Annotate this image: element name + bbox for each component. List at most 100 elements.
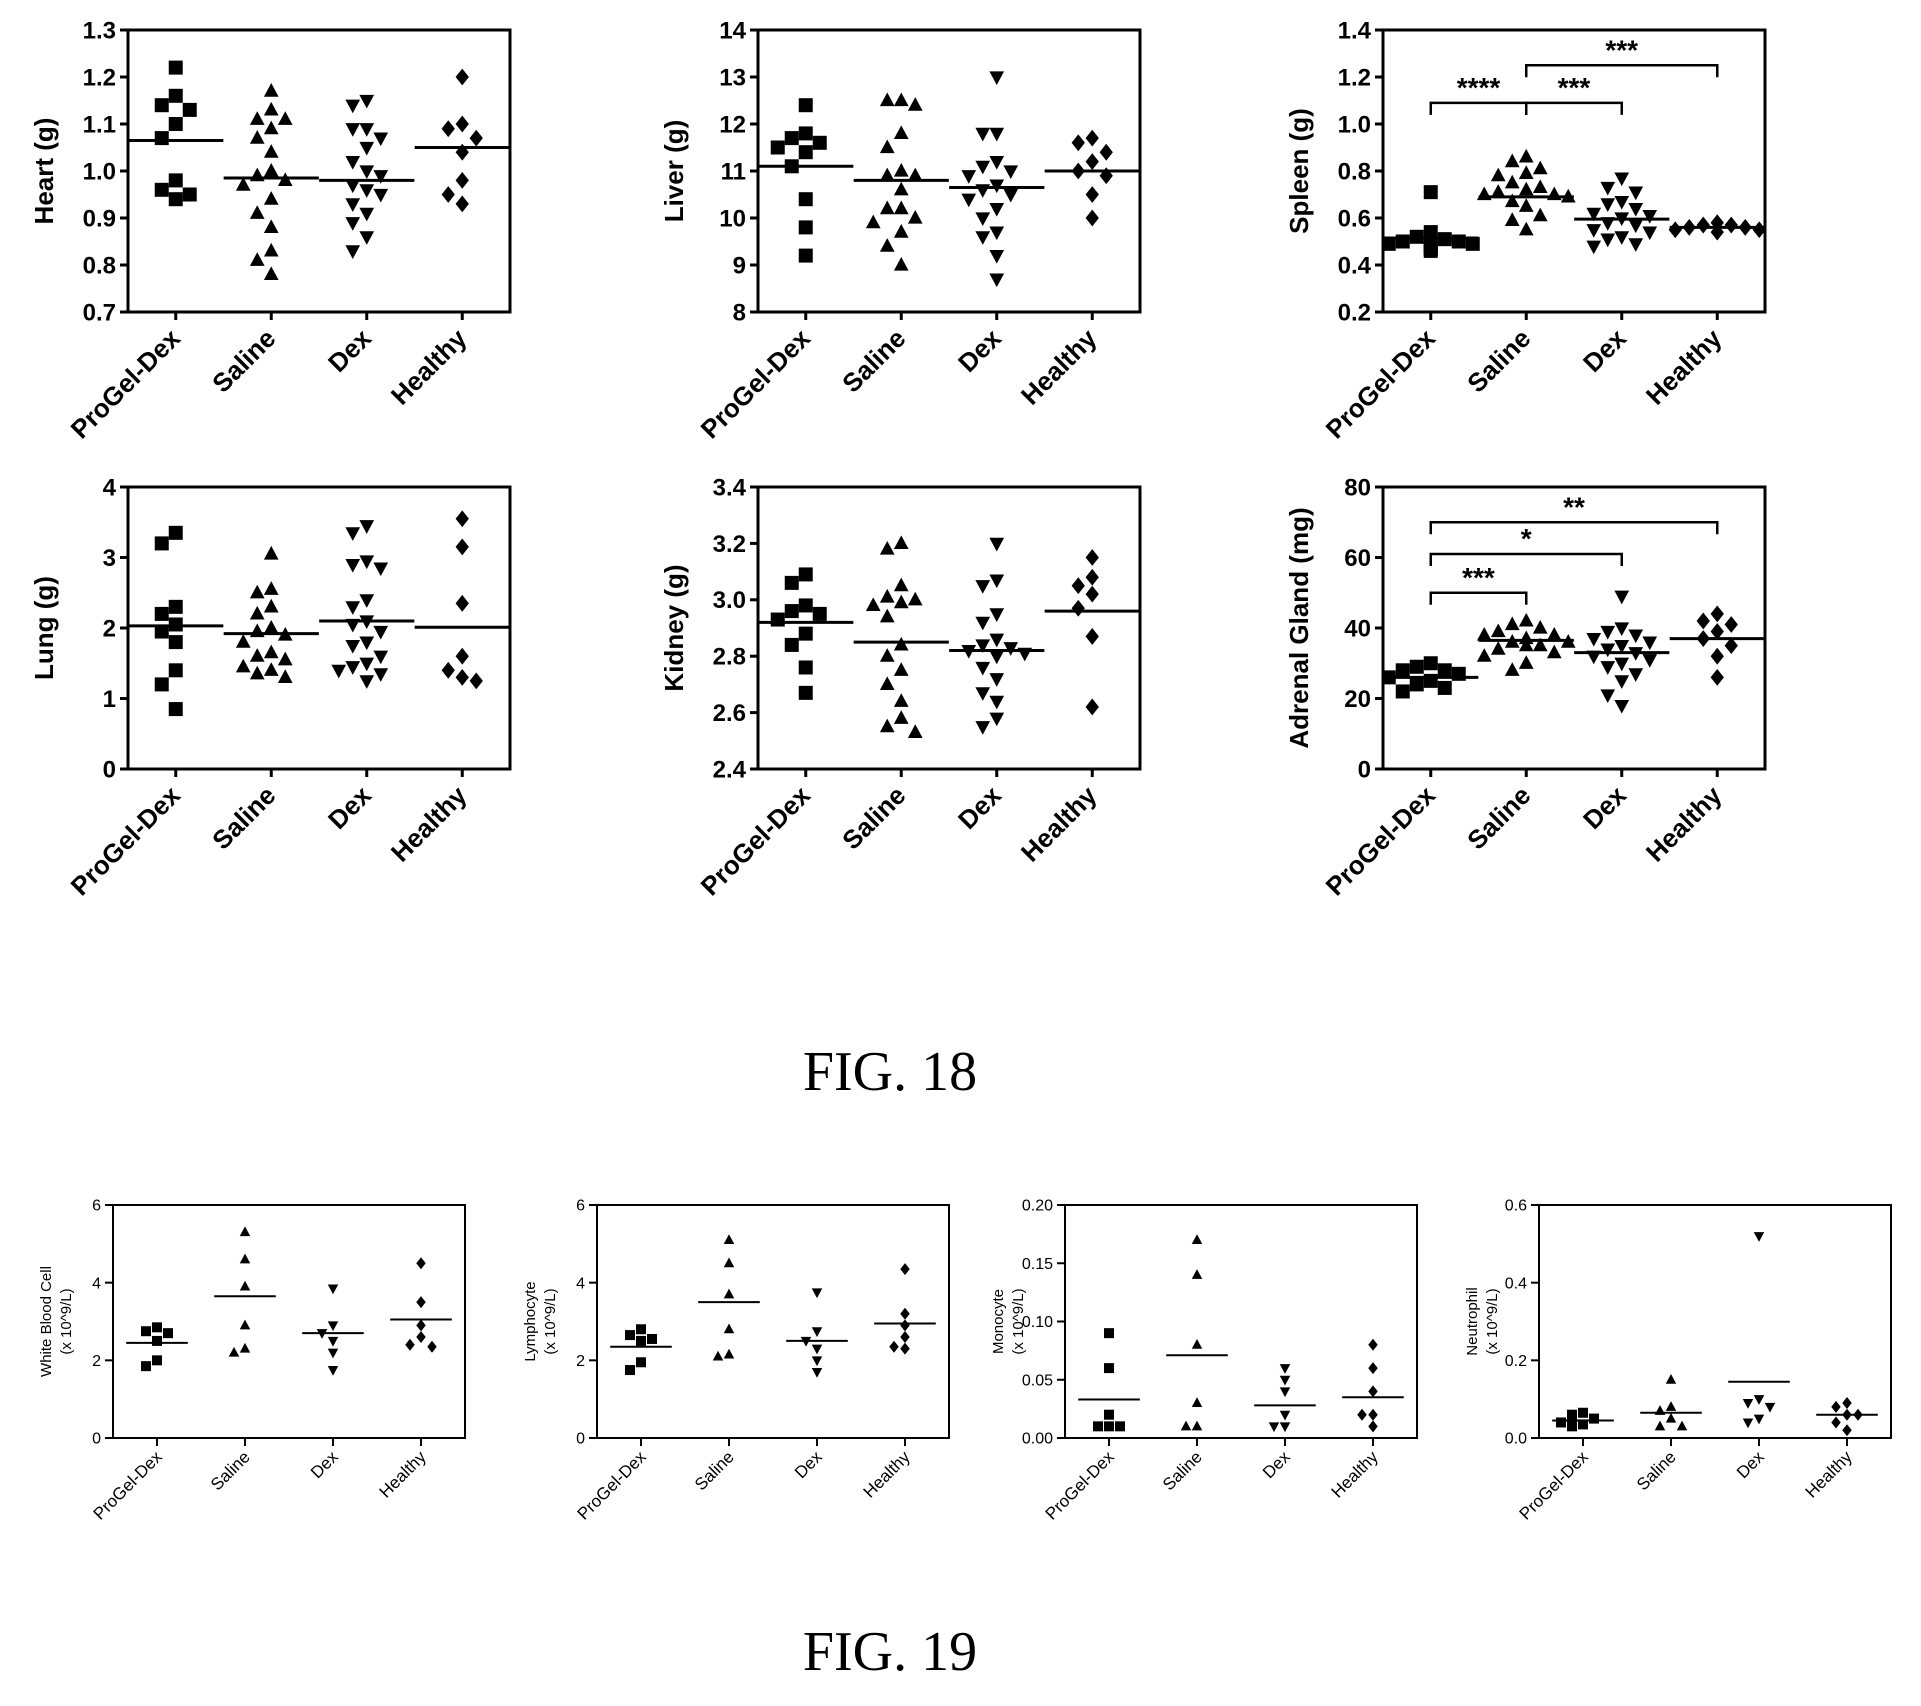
data-point [1842,1424,1852,1437]
x-category-label: ProGel-Dex [574,1447,651,1524]
data-point [1586,240,1602,255]
data-point [811,1356,823,1367]
data-point [879,167,895,182]
data-point [249,130,265,144]
data-point [263,266,279,280]
data-point [975,160,991,175]
data-point [1279,1375,1291,1386]
data-point [1753,1395,1765,1405]
data-point [1831,1416,1841,1429]
data-point [1490,167,1506,182]
data-point [455,510,469,528]
data-point [168,599,183,614]
y-axis-label: White Blood Cell [38,1266,55,1377]
data-point [879,540,895,555]
data-point [345,156,361,170]
data-point [327,1366,339,1376]
data-point [168,635,183,650]
data-point [327,1348,339,1359]
data-point [373,188,389,203]
data-point [989,156,1005,170]
y-tick-label: 0.15 [1022,1256,1053,1273]
data-point [1476,627,1492,641]
data-point [277,111,293,125]
data-point [989,574,1005,589]
data-point [1191,1234,1203,1244]
data-point [1724,216,1738,234]
data-point [239,1226,251,1237]
data-point [249,584,265,599]
data-point [893,224,909,238]
data-point [1676,1420,1688,1431]
y-tick-label: 1 [103,686,116,713]
data-point [1532,619,1548,634]
data-point [1085,568,1099,586]
data-point [345,640,361,654]
chart-7: 0 2 4 6 Lymphocyte (x 10^9/L) ProGel-Dex Saline… [522,1198,950,1524]
x-category-label: Saline [836,323,911,398]
data-point [798,567,813,582]
data-point [1642,210,1658,224]
y-tick-label: 8 [733,299,746,326]
data-point [893,162,909,177]
data-point [1614,231,1630,245]
data-point [359,141,375,156]
data-point [907,209,923,224]
data-point [359,594,375,608]
y-tick-label: 0 [103,756,116,783]
data-point [770,612,785,627]
y-tick-label: 1.4 [1338,17,1372,44]
data-point [865,597,881,612]
chart-1: 8 9 10 11 12 13 14 Liver (g) ProGel-Dex Saline Dex… [659,17,1142,445]
data-point [1628,668,1644,682]
y-tick-label: 40 [1344,615,1371,642]
data-point [811,1367,823,1378]
data-point [989,250,1005,264]
data-point [1071,599,1085,617]
x-category-label: ProGel-Dex [695,323,817,445]
data-point [893,92,909,107]
y-tick-label: 0.10 [1022,1314,1053,1331]
plot-frame [1538,1204,1892,1439]
data-point [1465,236,1480,251]
data-point [784,637,799,652]
data-point [1742,1399,1754,1409]
y-tick-label: 3.4 [713,474,747,501]
data-point [249,665,265,680]
data-point [784,131,799,146]
chart-3: 0 1 2 3 4 Lung (g) ProGel-Dex Saline Dex Healthy [29,474,512,901]
data-point [900,1307,910,1320]
data-point [1279,1422,1291,1433]
data-point [235,177,251,191]
data-point [900,1331,910,1344]
data-point [373,132,389,147]
data-point [1085,549,1099,566]
data-point [989,203,1005,217]
data-point [798,626,813,641]
data-point [647,1333,657,1344]
data-point [1752,221,1766,239]
data-point [249,252,265,266]
plot-frame [1381,485,1767,771]
data-point [249,205,265,219]
data-point [1104,1409,1114,1420]
data-point [345,217,361,231]
data-point [427,1340,437,1353]
data-point [798,220,813,235]
data-point [228,1346,240,1357]
data-point [798,660,813,675]
data-point [893,256,909,271]
x-category-label: Healthy [385,780,473,868]
data-point [893,200,909,215]
data-point [1085,698,1099,716]
x-category-label: Saline [1461,323,1536,398]
data-point [1518,221,1534,236]
data-point [989,273,1005,288]
data-point [154,182,169,197]
data-point [168,173,183,188]
y-tick-label: 4 [576,1275,585,1292]
data-point [277,651,293,666]
x-category-label: Healthy [1802,1447,1857,1502]
data-point [1710,647,1724,665]
